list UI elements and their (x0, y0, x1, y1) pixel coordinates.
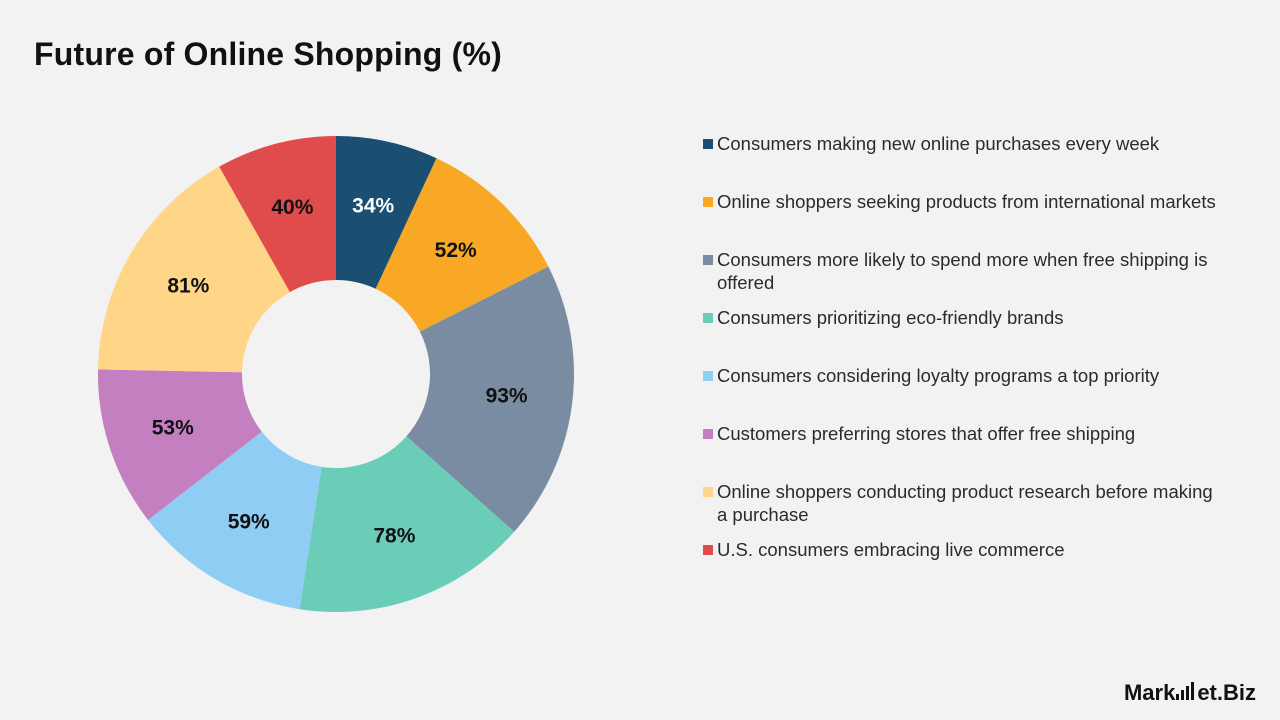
legend-item: U.S. consumers embracing live commerce (703, 538, 1223, 561)
legend-swatch (703, 371, 713, 381)
legend-swatch (703, 545, 713, 555)
legend-swatch (703, 255, 713, 265)
slice-value-label: 34% (352, 195, 394, 218)
donut-chart: 34% 52% 93% 78% 59% 53% 81% 40% (98, 136, 575, 612)
brand-text-part2: et (1197, 680, 1217, 705)
slice-value-label: 93% (486, 384, 528, 407)
donut-slice (336, 136, 437, 289)
legend-label: Consumers prioritizing eco-friendly bran… (717, 307, 1064, 328)
legend-item: Consumers prioritizing eco-friendly bran… (703, 306, 1223, 329)
legend-swatch (703, 429, 713, 439)
donut-slice (98, 166, 290, 373)
legend-item: Consumers more likely to spend more when… (703, 248, 1223, 294)
donut-slice (375, 158, 549, 332)
brand-logo: Mark et .Biz (1124, 680, 1256, 706)
legend-swatch (703, 139, 713, 149)
donut-slice (219, 136, 336, 293)
legend-swatch (703, 487, 713, 497)
legend-label: Consumers more likely to spend more when… (717, 249, 1208, 293)
legend-label: U.S. consumers embracing live commerce (717, 539, 1065, 560)
slice-value-label: 81% (167, 274, 209, 297)
slice-value-label: 52% (435, 239, 477, 262)
brand-text-part3: .Biz (1216, 680, 1256, 705)
legend-label: Consumers making new online purchases ev… (717, 133, 1160, 154)
slice-value-label: 53% (152, 417, 194, 440)
donut-slice (299, 436, 515, 612)
legend-item: Consumers making new online purchases ev… (703, 132, 1223, 155)
legend-item: Online shoppers conducting product resea… (703, 480, 1223, 526)
legend-swatch (703, 197, 713, 207)
brand-bars-icon (1176, 682, 1196, 700)
legend-item: Online shoppers seeking products from in… (703, 190, 1223, 213)
legend-swatch (703, 313, 713, 323)
legend-label: Consumers considering loyalty programs a… (717, 365, 1160, 386)
slice-value-label: 78% (373, 524, 415, 547)
legend-item: Customers preferring stores that offer f… (703, 422, 1223, 445)
donut-slice (98, 369, 262, 520)
legend-label: Customers preferring stores that offer f… (717, 423, 1136, 444)
donut-slice (148, 431, 322, 610)
legend-item: Consumers considering loyalty programs a… (703, 364, 1223, 387)
legend-label: Online shoppers conducting product resea… (717, 481, 1213, 525)
slice-value-label: 40% (271, 196, 313, 219)
slice-value-label: 59% (228, 511, 270, 534)
brand-text-part1: Mark (1123, 680, 1176, 705)
chart-title: Future of Online Shopping (%) (34, 36, 502, 72)
legend-label: Online shoppers seeking products from in… (717, 191, 1216, 212)
donut-slice (406, 266, 575, 532)
